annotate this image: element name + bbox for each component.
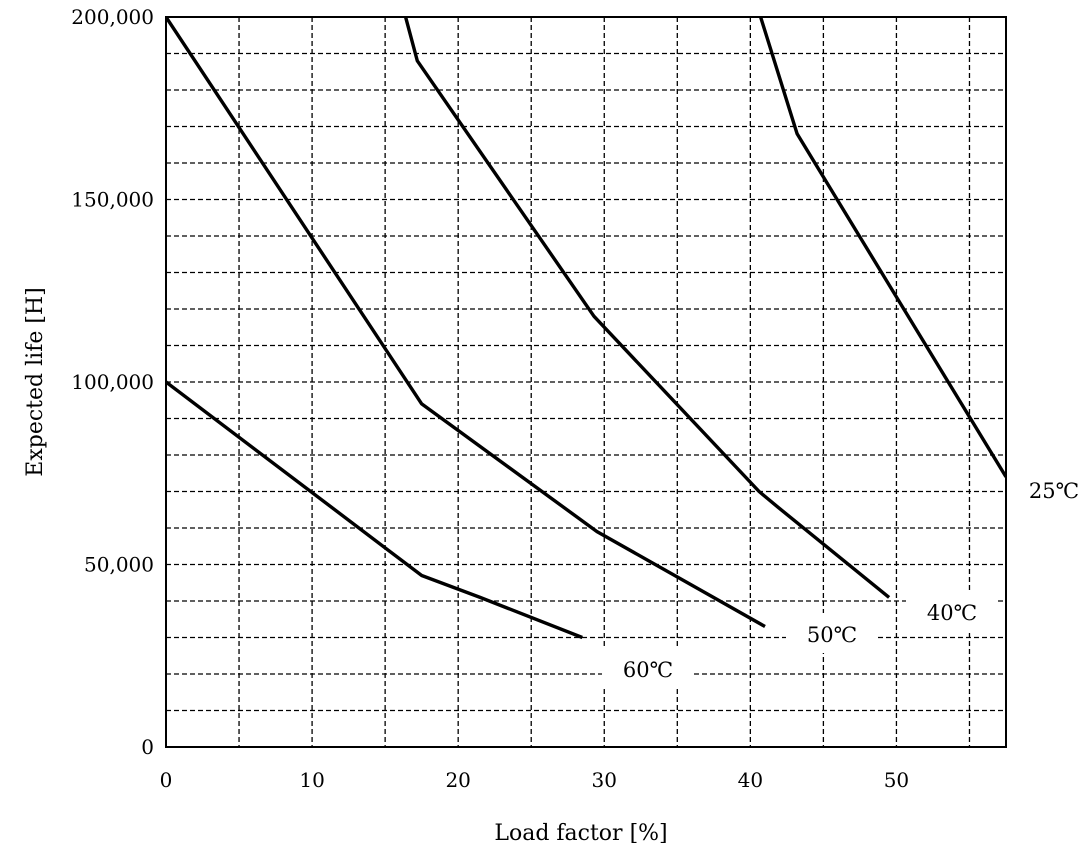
- y-tick-label: 50,000: [84, 553, 154, 577]
- series-labels: 25℃ 40℃ 50℃ 60℃: [602, 479, 1079, 688]
- x-tick-label: 30: [592, 768, 617, 792]
- grid-lines: [166, 17, 1006, 747]
- series-lines: [166, 17, 1006, 640]
- y-tick-label: 100,000: [71, 370, 154, 394]
- x-tick-label: 20: [445, 768, 470, 792]
- y-axis-ticks: 0 50,000 100,000 150,000 200,000: [71, 5, 154, 759]
- series-label-25c: 25℃: [1029, 479, 1079, 503]
- series-line-25c: [758, 17, 1006, 478]
- series-label-60c: 60℃: [623, 658, 673, 682]
- series-label-backing: [906, 591, 998, 631]
- series-label-50c: 50℃: [807, 623, 857, 647]
- x-tick-label: 10: [299, 768, 324, 792]
- y-axis-label: Expected life [H]: [23, 287, 48, 476]
- x-tick-label: 0: [160, 768, 173, 792]
- series-label-40c: 40℃: [927, 601, 977, 625]
- series-label-backing: [602, 648, 694, 688]
- y-tick-label: 0: [141, 735, 154, 759]
- y-tick-label: 150,000: [71, 188, 154, 212]
- y-tick-label: 200,000: [71, 5, 154, 29]
- series-label-backing: [786, 613, 878, 653]
- plot-frame: [165, 16, 1007, 748]
- x-tick-label: 40: [738, 768, 763, 792]
- x-axis-label: Load factor [%]: [494, 821, 667, 846]
- series-line-60c: [166, 380, 583, 640]
- series-line-50c: [166, 17, 766, 628]
- series-line-40c: [403, 17, 891, 599]
- x-tick-label: 50: [884, 768, 909, 792]
- x-axis-ticks: 0 10 20 30 40 50: [160, 768, 910, 792]
